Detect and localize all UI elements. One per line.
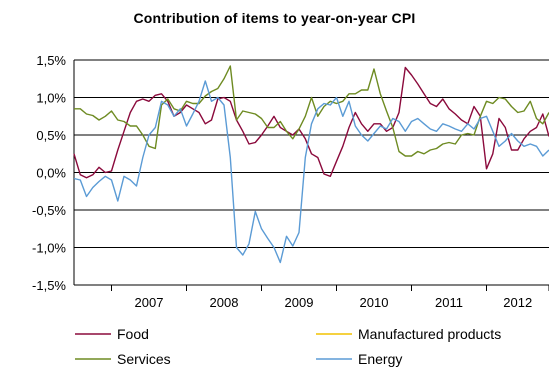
y-tick-label: 0,0% <box>36 166 66 181</box>
x-tick-label: 2012 <box>503 295 532 310</box>
legend-label-food: Food <box>117 326 149 342</box>
y-tick-label: 1,5% <box>36 53 66 68</box>
y-tick-label: 0,5% <box>36 128 66 143</box>
tick-labels: 1,5% 1,0% 0,5% 0,0% -0,5% -1,0% -1,5% 2007 2008 2… <box>32 53 532 310</box>
x-tick-label: 2009 <box>285 295 314 310</box>
series-lines <box>73 65 549 264</box>
series-line-services <box>74 65 549 157</box>
legend-label-services: Services <box>117 351 171 367</box>
y-tick-label: -1,5% <box>32 278 66 293</box>
axes <box>73 60 549 291</box>
y-tick-label: 1,0% <box>36 91 66 106</box>
y-tick-label: -0,5% <box>32 203 66 218</box>
series-line-food <box>73 66 549 179</box>
y-tick-label: -1,0% <box>32 241 66 256</box>
gridlines <box>74 59 549 286</box>
x-tick-label: 2008 <box>210 295 239 310</box>
x-tick-label: 2007 <box>135 295 164 310</box>
x-tick-label: 2011 <box>435 295 463 310</box>
x-tick-label: 2010 <box>360 295 389 310</box>
legend: Food Manufactured products Services Energy <box>75 326 501 367</box>
legend-label-energy: Energy <box>358 351 402 367</box>
legend-label-manufactured: Manufactured products <box>358 326 501 342</box>
series-line-energy <box>73 80 549 264</box>
chart-title: Contribution of items to year-on-year CP… <box>133 10 416 26</box>
